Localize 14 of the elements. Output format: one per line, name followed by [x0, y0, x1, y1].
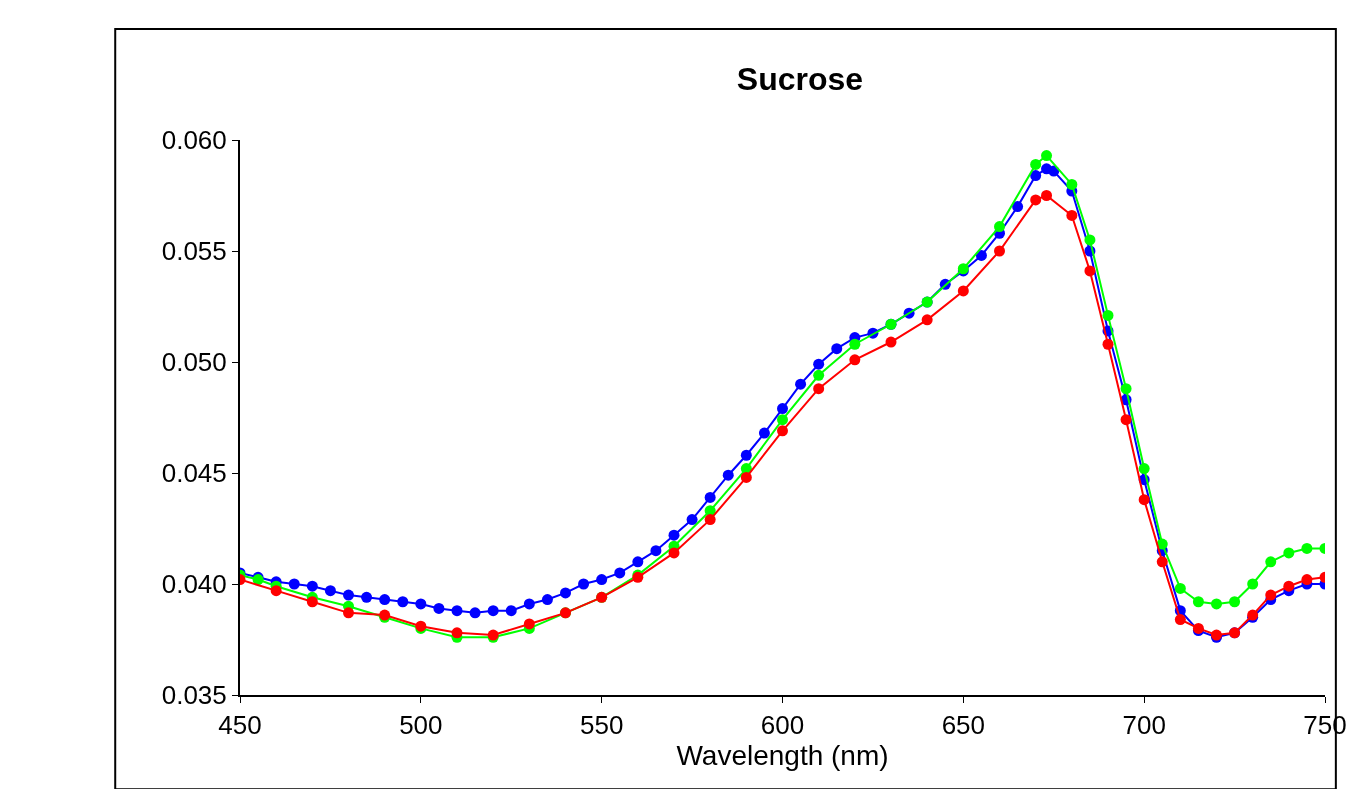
- y-tick-label: 0.050: [161, 347, 227, 378]
- y-tick-label: 0.060: [161, 125, 227, 156]
- x-tick-label: 650: [941, 710, 986, 741]
- x-tick-label: 600: [760, 710, 805, 741]
- y-tick-label: 0.045: [161, 458, 227, 489]
- y-tick-label: 0.040: [161, 569, 227, 600]
- x-tick-label: 550: [579, 710, 624, 741]
- x-tick-label: 450: [218, 710, 262, 741]
- y-tick-label: 0.055: [161, 236, 227, 267]
- x-axis-title: Wavelength (nm): [676, 740, 889, 772]
- x-tick-label: 700: [1122, 710, 1166, 741]
- x-tick-label: 500: [399, 710, 443, 741]
- y-tick-label: 0.035: [161, 680, 227, 711]
- chart-title: Sucrose: [736, 61, 864, 98]
